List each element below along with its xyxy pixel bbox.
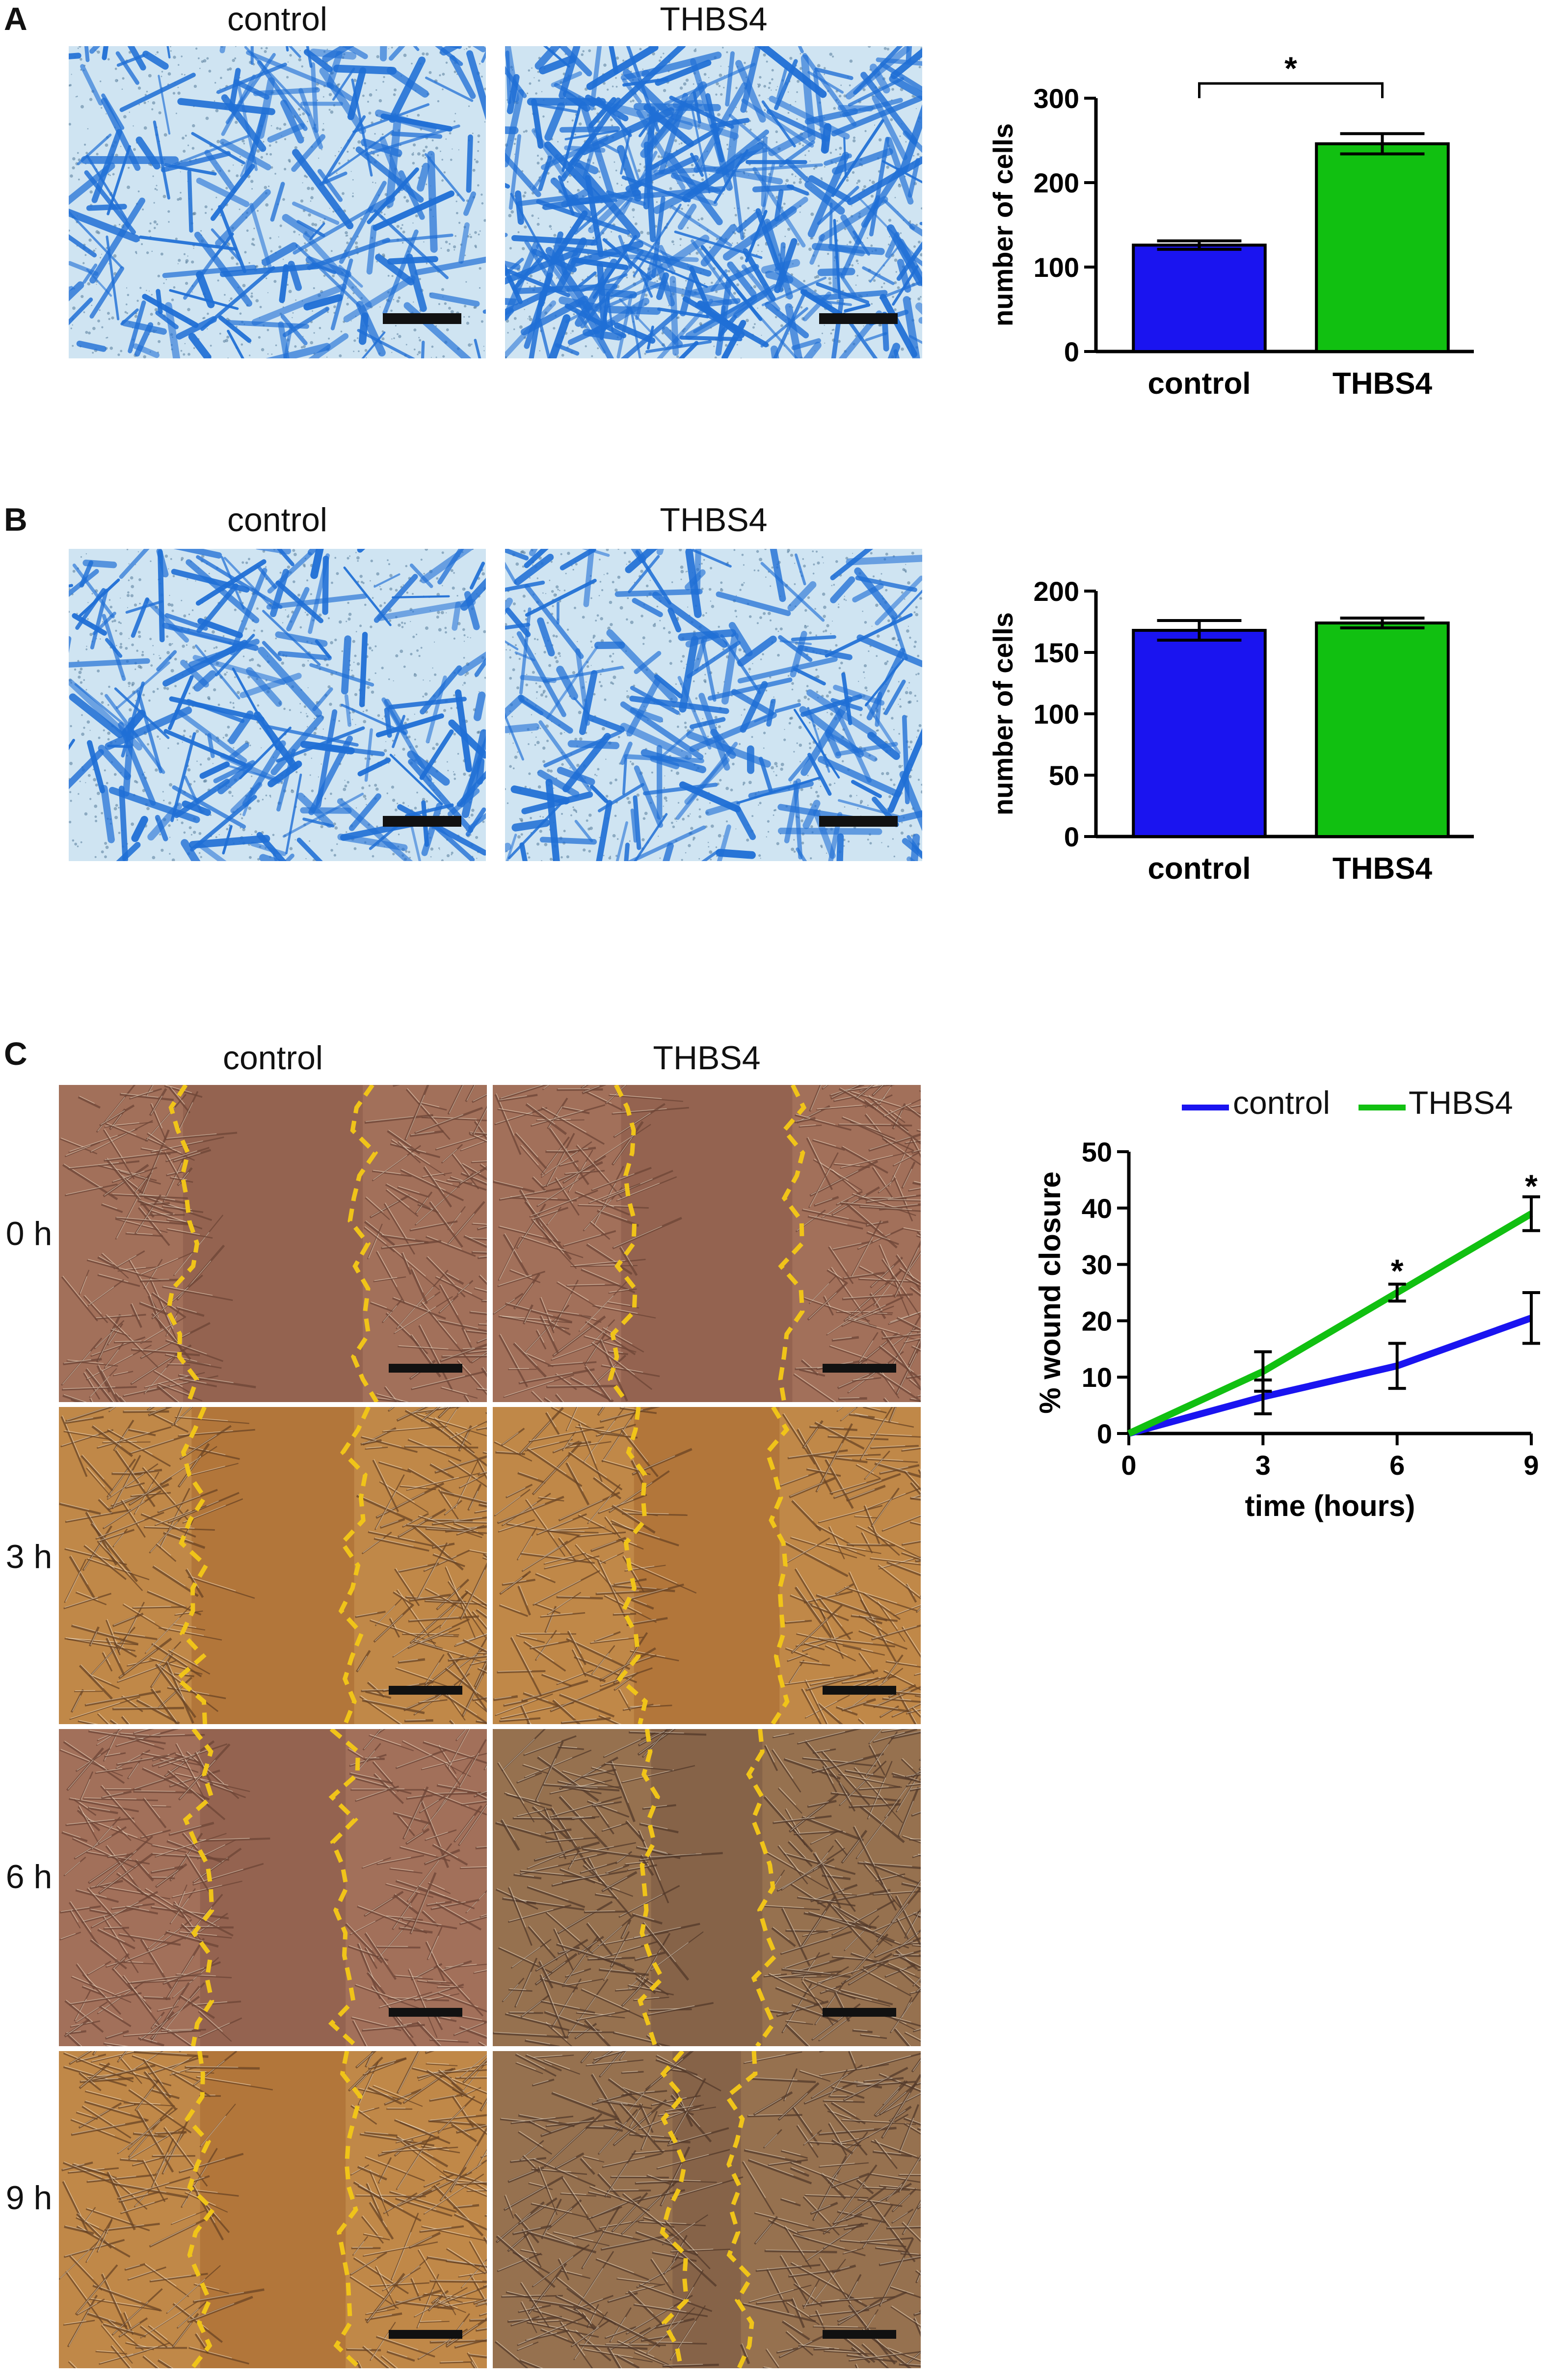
- significance-label: *: [1284, 50, 1297, 86]
- y-axis-label: % wound closure: [1034, 1171, 1066, 1413]
- image-title-a-thbs4: THBS4: [660, 0, 768, 38]
- y-tick-label: 200: [1034, 576, 1079, 607]
- wound-image-control-6h: [59, 1729, 487, 2046]
- x-tick-label: 6: [1389, 1450, 1405, 1481]
- y-tick-label: 100: [1034, 252, 1079, 283]
- error-bar-control: [1157, 619, 1242, 642]
- panel-letter-b: B: [4, 501, 27, 538]
- y-tick-label: 0: [1097, 1418, 1112, 1449]
- significance-bracket: *: [1198, 50, 1384, 98]
- y-tick-label: 300: [1034, 83, 1079, 114]
- bar-chart-a: 0 100 200 300 control THBS4 number of cells *: [983, 50, 1484, 406]
- image-title-c-thbs4: THBS4: [653, 1039, 761, 1077]
- error-bar-control-9: [1522, 1291, 1540, 1345]
- axes: 0 10 20 30 40 50 0 3 6 9: [1082, 1136, 1539, 1481]
- x-tick-label: 0: [1121, 1450, 1136, 1481]
- x-tick-label-control: control: [1147, 367, 1251, 401]
- legend-swatch-control: [1182, 1105, 1229, 1110]
- x-tick-label: 3: [1255, 1450, 1271, 1481]
- line-chart-c: 0 10 20 30 40 50 0 3 6 9 time (hours) % wound closu…: [1031, 1136, 1546, 1527]
- series-line-control: [1128, 1315, 1533, 1437]
- panel-letter-c: C: [4, 1035, 27, 1072]
- micrograph-b-control: [69, 549, 486, 861]
- error-bar-thbs4: [1340, 617, 1425, 629]
- wound-image-thbs4-9h: [493, 2051, 921, 2368]
- x-tick-label: 9: [1523, 1450, 1539, 1481]
- error-bar-control-6: [1388, 1342, 1406, 1390]
- x-tick-label-control: control: [1147, 852, 1251, 886]
- y-tick-label: 150: [1034, 637, 1079, 668]
- error-bar-thbs4-6: [1388, 1282, 1406, 1303]
- bar-thbs4: [1315, 142, 1450, 353]
- y-axis-label: number of cells: [987, 123, 1018, 326]
- significance-star: *: [1391, 1252, 1404, 1289]
- image-title-a-control: control: [227, 0, 328, 38]
- wound-image-thbs4-0h: [493, 1085, 921, 1402]
- micrograph-b-thbs4: [505, 549, 922, 861]
- y-tick-label: 100: [1034, 699, 1079, 730]
- row-label-9h: 9 h: [5, 2179, 53, 2217]
- bar-control: [1132, 629, 1267, 838]
- image-title-c-control: control: [222, 1039, 323, 1077]
- legend-label-control: control: [1233, 1084, 1331, 1121]
- x-tick-label-thbs4: THBS4: [1333, 852, 1433, 886]
- micrograph-a-thbs4: [505, 46, 922, 358]
- error-bar-control: [1157, 239, 1242, 251]
- wound-image-thbs4-3h: [493, 1407, 921, 1724]
- row-label-0h: 0 h: [5, 1215, 53, 1252]
- y-axis-label: number of cells: [987, 612, 1018, 815]
- y-tick-label: 200: [1034, 167, 1079, 198]
- error-bar-thbs4: [1340, 132, 1425, 156]
- bar-control: [1132, 243, 1267, 353]
- significance-star: *: [1525, 1168, 1538, 1204]
- series-line-thbs4: [1127, 1211, 1533, 1437]
- wound-image-thbs4-6h: [493, 1729, 921, 2046]
- x-axis-label: time (hours): [1245, 1489, 1415, 1522]
- error-bar-thbs4-9: [1522, 1195, 1540, 1232]
- y-tick-label: 50: [1049, 760, 1079, 791]
- panel-letter-a: A: [4, 0, 27, 37]
- y-tick-label: 20: [1082, 1305, 1112, 1336]
- bar-thbs4: [1315, 622, 1450, 838]
- y-tick-label: 40: [1082, 1193, 1112, 1224]
- wound-image-control-3h: [59, 1407, 487, 1724]
- legend: control THBS4: [1182, 1084, 1545, 1128]
- x-tick-label-thbs4: THBS4: [1333, 367, 1433, 401]
- y-tick-label: 0: [1064, 336, 1079, 367]
- wound-image-control-0h: [59, 1085, 487, 1402]
- micrograph-a-control: [69, 46, 486, 358]
- row-label-6h: 6 h: [5, 1858, 53, 1895]
- error-bar-thbs4-3: [1254, 1350, 1272, 1393]
- legend-swatch-thbs4: [1359, 1105, 1406, 1110]
- y-tick-label: 30: [1082, 1249, 1112, 1280]
- bar-chart-b: 0 50 100 150 200 control THBS4 number of cells: [983, 576, 1484, 892]
- image-title-b-thbs4: THBS4: [660, 501, 768, 539]
- image-title-b-control: control: [227, 501, 328, 539]
- y-tick-label: 10: [1082, 1362, 1112, 1393]
- y-tick-label: 0: [1064, 821, 1079, 852]
- wound-image-control-9h: [59, 2051, 487, 2368]
- y-tick-label: 50: [1082, 1136, 1112, 1167]
- legend-label-thbs4: THBS4: [1409, 1084, 1513, 1121]
- row-label-3h: 3 h: [5, 1538, 53, 1575]
